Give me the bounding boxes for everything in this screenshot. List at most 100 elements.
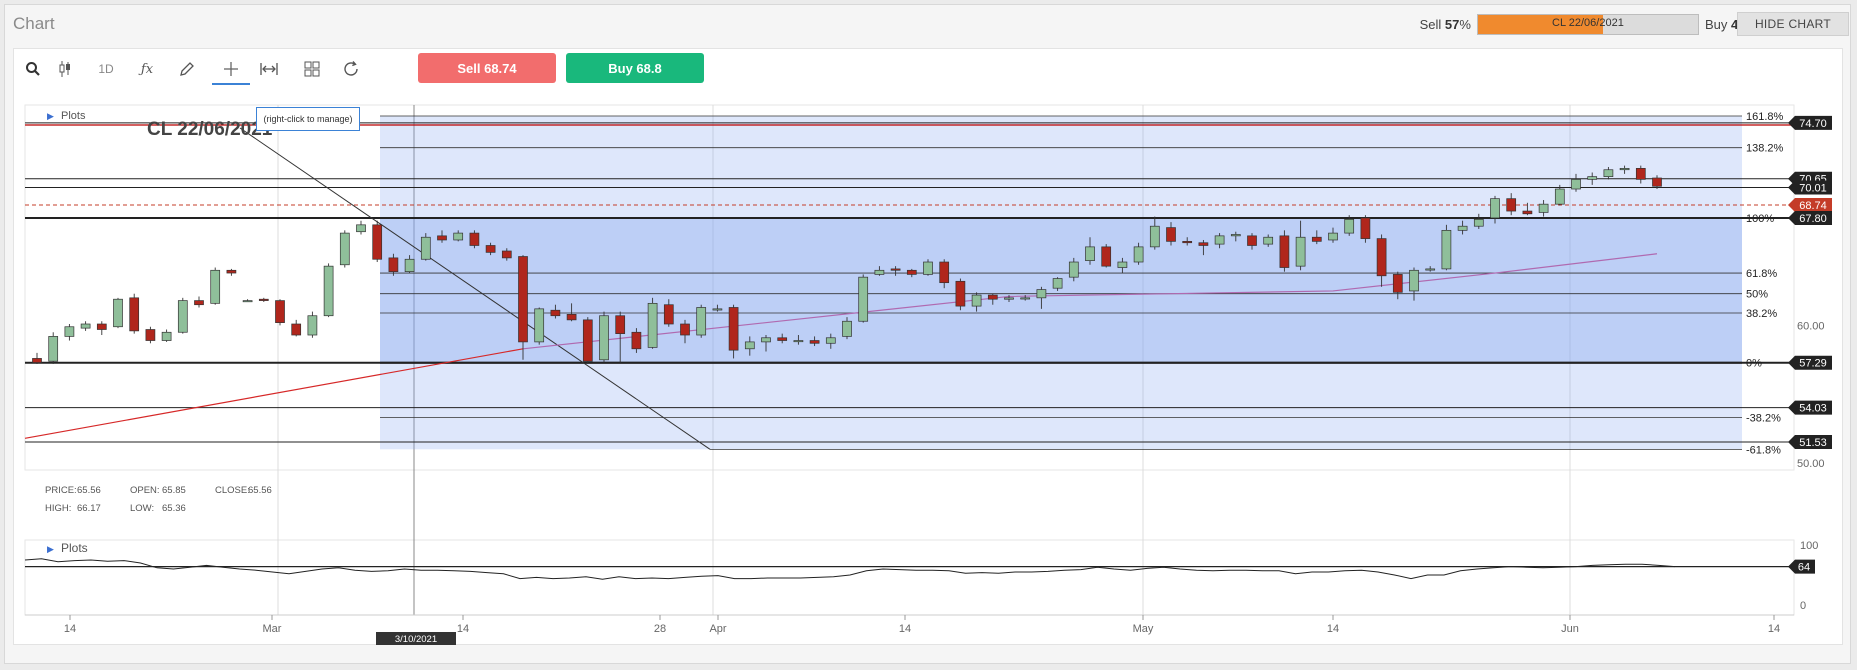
trend-line — [239, 127, 711, 450]
oscillator-tag-bg — [1788, 559, 1815, 574]
osc-y-tick-1: 0 — [1800, 600, 1806, 612]
candle — [177, 297, 188, 334]
buy-button[interactable]: Buy 68.8 — [566, 53, 704, 83]
x-tick-label: 14 — [1327, 623, 1339, 635]
range-icon[interactable] — [254, 55, 284, 83]
candle — [1635, 165, 1646, 184]
candle-body — [1279, 235, 1290, 268]
lower-plots-toggle-icon[interactable]: ▶ — [47, 544, 54, 554]
candle-body — [356, 224, 366, 233]
candle — [582, 317, 593, 364]
candle — [339, 230, 350, 268]
candle-body — [1214, 235, 1225, 245]
candle — [1328, 227, 1338, 243]
candle-body — [566, 314, 577, 321]
candle — [1538, 200, 1549, 217]
candle-body — [1230, 234, 1241, 237]
search-icon[interactable] — [18, 55, 48, 83]
price-tag-label: 74.70 — [1799, 118, 1827, 130]
candle — [404, 255, 415, 274]
candle-body — [777, 337, 788, 341]
lower-plots-label[interactable]: Plots — [61, 541, 88, 555]
drawing-tooltip: (right-click to manage) — [256, 107, 360, 131]
candle-body — [145, 329, 156, 341]
candle — [793, 335, 804, 345]
candle-body — [550, 309, 561, 317]
oscillator-line — [24, 558, 1676, 580]
interval-selector[interactable]: 1D — [98, 62, 114, 76]
candle-body — [1587, 176, 1598, 180]
candle — [566, 303, 577, 322]
candle-body — [599, 315, 609, 361]
candle — [955, 278, 966, 311]
candle-body — [1311, 236, 1322, 242]
crosshair-icon[interactable] — [212, 55, 250, 85]
candle — [437, 230, 447, 243]
hide-chart-button[interactable]: HIDE CHART — [1737, 12, 1849, 36]
price-tag-bg — [1788, 180, 1832, 195]
candle-body — [1036, 289, 1047, 299]
price-tag-7: 51.53 — [1788, 435, 1832, 450]
candle — [64, 324, 75, 341]
candle-body — [712, 308, 723, 311]
candle-body — [388, 257, 399, 273]
price-tag-bg — [1788, 115, 1832, 130]
candle-body — [1376, 238, 1387, 277]
price-label: PRICE: — [45, 485, 77, 496]
candle — [129, 293, 140, 334]
sentiment-bar: CL 22/06/2021 — [1476, 13, 1699, 35]
red-moving-average — [24, 348, 524, 439]
candle — [1085, 237, 1095, 265]
candle-body — [1603, 169, 1614, 177]
candle — [923, 259, 933, 276]
grid-icon[interactable] — [297, 55, 327, 83]
candle-body — [242, 300, 253, 303]
candle — [161, 329, 172, 342]
refresh-icon[interactable] — [336, 55, 366, 83]
open-value: 65.85 — [162, 485, 186, 496]
candlestick-icon[interactable] — [50, 55, 80, 83]
candle — [1214, 233, 1225, 249]
candle-body — [210, 269, 221, 304]
candle — [987, 293, 998, 305]
price-tag-6: 54.03 — [1788, 400, 1832, 415]
candle — [453, 230, 464, 242]
candle-body — [1020, 297, 1031, 300]
candle — [501, 248, 512, 261]
candle-body — [258, 298, 269, 301]
candle — [1522, 202, 1533, 216]
x-tick-label: May — [1133, 623, 1154, 635]
candle-body — [129, 297, 140, 332]
candle — [663, 299, 674, 327]
pencil-icon[interactable] — [172, 55, 202, 83]
osc-y-tick-0: 100 — [1800, 540, 1818, 552]
candle-body — [987, 294, 998, 300]
sell-button[interactable]: Sell 68.74 — [418, 53, 556, 83]
candle-body — [842, 320, 852, 337]
candle — [680, 319, 690, 344]
candle — [1263, 234, 1274, 247]
plots-toggle-icon[interactable]: ▶ — [47, 111, 54, 121]
candle — [96, 321, 107, 336]
candle — [744, 336, 755, 356]
fib-label-1: 138.2% — [1746, 143, 1784, 155]
candle — [518, 255, 528, 360]
candle-body — [404, 258, 415, 273]
price-tag-bg — [1788, 210, 1832, 225]
candle — [275, 299, 285, 326]
sell-label: Sell — [1419, 16, 1442, 32]
price-tag-label: 57.29 — [1799, 358, 1827, 370]
candle — [420, 233, 431, 261]
candle — [258, 297, 269, 302]
candle-body — [1619, 168, 1630, 171]
price-tag-2: 70.01 — [1788, 180, 1832, 195]
function-icon[interactable]: ƒx — [140, 61, 154, 77]
main-plots-label[interactable]: Plots — [61, 110, 86, 122]
candle-body — [372, 224, 383, 260]
candle — [534, 307, 545, 345]
candle — [1506, 193, 1517, 216]
candle-body — [923, 261, 933, 275]
candle — [1052, 277, 1063, 291]
candle — [1376, 234, 1387, 287]
